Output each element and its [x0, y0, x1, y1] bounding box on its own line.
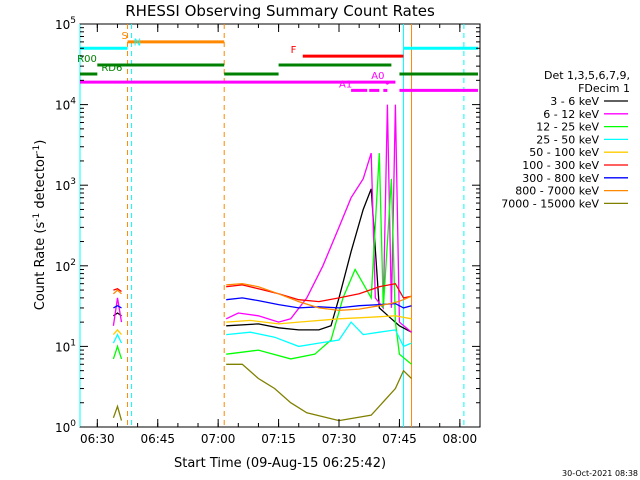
- legend-label-7: 800 - 7000 keV: [515, 185, 599, 198]
- flag-label-rd6: RD6: [101, 63, 122, 74]
- x-tick-label-0: 06:30: [80, 432, 115, 446]
- series-2-segment-0: [112, 344, 123, 360]
- x-tick-label-6: 08:00: [443, 432, 478, 446]
- flag-label-a0: A0: [371, 71, 384, 82]
- series-8-segment-1: [226, 363, 412, 422]
- footer-timestamp: 30-Oct-2021 08:38: [562, 469, 638, 478]
- y-tick-label-5: 105: [55, 16, 76, 32]
- legend-label-8: 7000 - 15000 keV: [501, 197, 599, 210]
- x-tick-label-4: 07:30: [322, 432, 357, 446]
- legend-label-6: 300 - 800 keV: [522, 172, 599, 185]
- flag-label-n: N: [134, 37, 141, 48]
- series-8-segment-0: [112, 404, 123, 421]
- series-1-segment-1: [225, 104, 412, 333]
- series-2-segment-1: [226, 153, 412, 365]
- series-4-segment-0: [112, 328, 122, 336]
- legend-label-2: 12 - 25 keV: [536, 121, 599, 134]
- y-tick-label-1: 101: [55, 338, 76, 354]
- x-axis-ticks: 06:30 06:45 07:00 07:15 07:30 07:45 08:00: [80, 24, 481, 446]
- series-7-segment-0: [112, 289, 122, 295]
- x-tick-label-5: 07:45: [382, 432, 417, 446]
- series-1-segment-0: [112, 297, 123, 326]
- x-tick-label-3: 07:15: [261, 432, 296, 446]
- series-7-segment-1: [226, 283, 412, 312]
- y-tick-label-4: 104: [55, 97, 76, 113]
- x-tick-label-1: 06:45: [140, 432, 175, 446]
- vertical-markers: [79, 24, 465, 427]
- y-tick-label-3: 103: [55, 177, 76, 193]
- y-axis-ticks: 100 101 102 103 104 105: [55, 16, 480, 435]
- legend-label-1: 6 - 12 keV: [543, 108, 599, 121]
- flag-label-s: S: [121, 31, 127, 42]
- plot-frame: [79, 23, 481, 428]
- series-6-segment-1: [226, 297, 412, 309]
- series-4-segment-1: [226, 315, 412, 325]
- legend-label-5: 100 - 300 keV: [522, 159, 599, 172]
- series-3-segment-1: [226, 321, 412, 348]
- x-tick-label-2: 07:00: [201, 432, 236, 446]
- chart-title: RHESSI Observing Summary Count Rates: [125, 2, 435, 20]
- series-lines: [112, 104, 412, 422]
- series-0-segment-1: [226, 188, 412, 333]
- flag-label-a1: A1: [339, 79, 352, 90]
- series-5-segment-1: [226, 282, 412, 303]
- series-5-segment-0: [113, 287, 122, 293]
- legend-label-3: 25 - 50 keV: [536, 133, 599, 146]
- legend-label-0: 3 - 6 keV: [550, 95, 599, 108]
- y-axis-label: Count Rate (s-1 detector-1): [32, 140, 48, 311]
- flag-bars: SN F R00 RD6 A0 A1: [77, 31, 478, 92]
- y-tick-label-0: 100: [55, 419, 76, 435]
- flag-label-f: F: [291, 45, 297, 56]
- legend-label-4: 50 - 100 keV: [529, 146, 599, 159]
- flag-label-r00: R00: [77, 54, 97, 65]
- x-axis-label: Start Time (09-Aug-15 06:25:42): [174, 456, 386, 471]
- y-tick-label-2: 102: [55, 258, 76, 274]
- series-6-segment-0: [113, 304, 122, 309]
- legend-header-line-1: Det 1,3,5,6,7,9,: [544, 69, 630, 82]
- legend-header-line-2: FDecim 1: [578, 82, 630, 95]
- series-3-segment-0: [112, 333, 123, 344]
- flag-dot-a0: [385, 81, 389, 85]
